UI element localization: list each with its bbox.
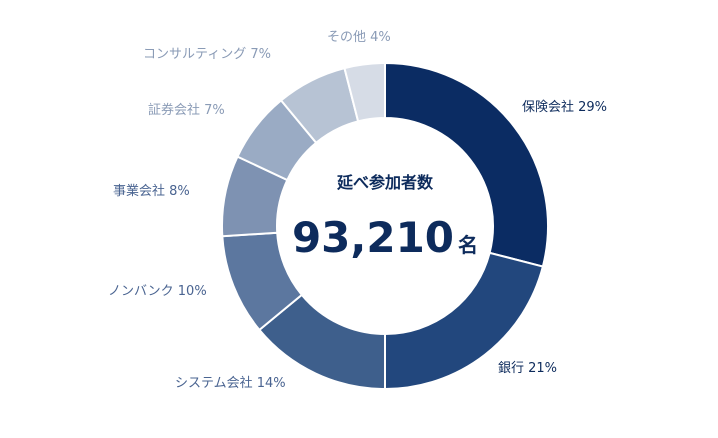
- slice-label: 保険会社 29%: [522, 99, 607, 115]
- slice-label: 銀行 21%: [498, 361, 557, 376]
- slice-label: システム会社 14%: [175, 375, 286, 391]
- center-unit: 名: [458, 233, 478, 257]
- slice-label: ノンバンク 10%: [108, 284, 207, 299]
- slice-label: 事業会社 8%: [113, 183, 190, 199]
- slices-group: [221, 61, 549, 391]
- center-value-line: 93,210 名: [292, 213, 478, 262]
- center-title: 延べ参加者数: [336, 173, 434, 192]
- donut-slice: [343, 61, 386, 123]
- center-value: 93,210: [292, 213, 454, 262]
- slice-label: その他 4%: [327, 30, 391, 45]
- slice-label: 証券会社 7%: [148, 102, 225, 118]
- slice-label: コンサルティング 7%: [143, 47, 271, 62]
- donut-slice: [384, 61, 549, 268]
- labels-group: 保険会社 29% 銀行 21% システム会社 14% ノンバンク 10% 事業会社 8%…: [108, 30, 607, 391]
